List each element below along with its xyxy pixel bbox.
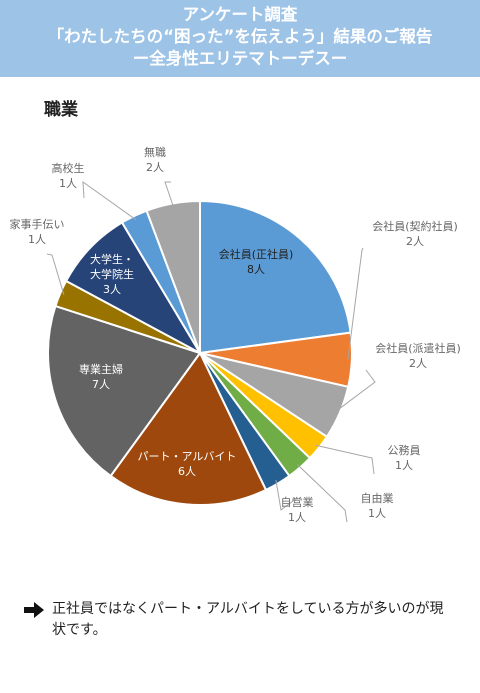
slice-value-2: 2人 [409, 357, 427, 370]
slice-label-4: 自由業 [361, 491, 394, 505]
slice-value-11: 2人 [146, 161, 164, 174]
slice-label-1: 会社員(契約社員) [372, 219, 458, 233]
header-title-line1: アンケート調査 [182, 5, 298, 24]
header-banner: アンケート調査 「わたしたちの“困った”を伝えよう」結果のご報告 ー全身性エリテ… [0, 0, 480, 77]
arrow-right-icon [24, 602, 44, 618]
slice-label-11: 無職 [144, 145, 166, 159]
slice-label-9: 大学院生 [90, 267, 134, 281]
slice-value-10: 1人 [59, 177, 77, 190]
leader-line-5 [275, 480, 298, 511]
leader-line-8 [46, 253, 65, 295]
slice-label-9: 大学生・ [90, 252, 134, 266]
slice-label-8: 家事手伝い [10, 217, 65, 231]
leader-line-11 [164, 181, 175, 208]
slice-value-4: 1人 [368, 507, 386, 520]
slice-label-3: 公務員 [388, 443, 421, 457]
section-title: 職業 [44, 100, 78, 120]
leader-line-4 [297, 464, 348, 523]
leader-line-2 [335, 369, 376, 412]
slice-value-8: 1人 [28, 233, 46, 246]
slice-label-7: 専業主婦 [79, 362, 123, 376]
slice-label-2: 会社員(派遣社員) [375, 341, 461, 355]
header-title-line3: ー全身性エリテマトーデスー [132, 49, 348, 68]
pie-slice-7 [47, 304, 202, 478]
slice-value-6: 6人 [178, 465, 196, 478]
summary-note-text: 正社員ではなくパート・アルバイトをしている方が多いのが現状です。 [52, 601, 444, 638]
slice-value-3: 1人 [395, 459, 413, 472]
slice-label-5: 自営業 [281, 495, 314, 509]
pie-slice-6 [109, 351, 268, 506]
leader-line-3 [315, 444, 375, 475]
leader-line-1 [347, 247, 364, 360]
leader-line-10 [82, 180, 137, 221]
header-title-line2: 「わたしたちの“困った”を伝えよう」結果のご報告 [47, 27, 433, 46]
slice-value-1: 2人 [406, 235, 424, 248]
slice-label-0: 会社員(正社員) [219, 247, 294, 261]
slice-value-9: 3人 [103, 283, 121, 296]
slice-label-6: パート・アルバイト [138, 450, 237, 463]
slice-label-10: 高校生 [52, 161, 85, 175]
pie-slice-0 [199, 199, 352, 355]
pie-slice-11 [145, 199, 201, 354]
slice-value-7: 7人 [92, 378, 110, 391]
slice-value-5: 1人 [288, 511, 306, 524]
slice-value-0: 8人 [247, 263, 265, 276]
pie-chart: 会社員(正社員)8人会社員(契約社員)2人会社員(派遣社員)2人公務員1人自由業… [10, 145, 461, 524]
